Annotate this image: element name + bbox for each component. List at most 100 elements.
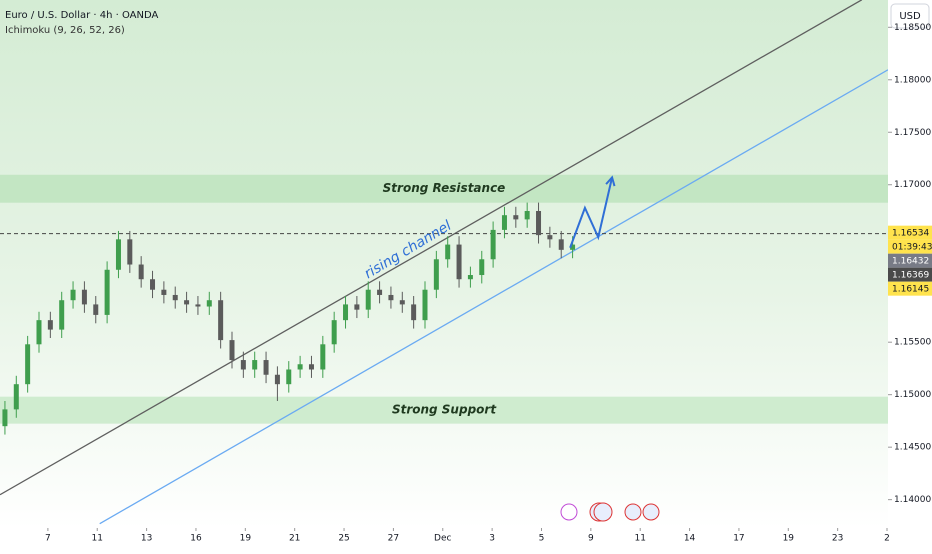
zone (0, 174, 888, 203)
candle-body (536, 210, 542, 236)
icon[interactable] (560, 503, 578, 521)
price-tag-label: 1.16145 (892, 285, 929, 295)
x-tick-label: 2 (884, 534, 890, 544)
price-tag-label: 1.16369 (892, 271, 929, 281)
price-tag (888, 225, 932, 240)
y-tick-label: 1.18000 (894, 75, 931, 85)
x-tick-label: 9 (588, 534, 594, 544)
candle-body (70, 289, 76, 301)
y-tick-label: 1.15500 (894, 338, 931, 348)
projection-path (569, 177, 614, 249)
x-tick-label: Dec (434, 534, 451, 544)
candle-body (274, 374, 280, 385)
candle-body (411, 304, 417, 321)
price-tag-label: 1.16534 (892, 229, 929, 239)
candle-body (513, 215, 519, 220)
candle-body (490, 229, 496, 260)
candle-body (354, 304, 360, 310)
x-tick-label: 25 (338, 534, 349, 544)
x-tick-label: 19 (240, 534, 252, 544)
icon[interactable] (593, 502, 613, 522)
currency-button[interactable] (890, 3, 930, 29)
candle-body (47, 320, 53, 330)
x-tick-label: 13 (141, 534, 152, 544)
candle-body (172, 294, 178, 301)
candle-body (252, 360, 258, 370)
candle-body (524, 210, 530, 220)
candle-body (13, 384, 19, 410)
candle-body (297, 364, 303, 370)
candle-body (138, 264, 144, 280)
candle-body (377, 289, 383, 295)
candle-body (479, 259, 485, 276)
candle-body (115, 239, 121, 270)
candle-body (388, 294, 394, 301)
y-tick-label: 1.17500 (894, 128, 931, 138)
x-tick-label: 5 (539, 534, 545, 544)
candle-body (286, 369, 292, 385)
icon[interactable] (624, 503, 642, 521)
candle-body (2, 409, 8, 427)
price-tag (888, 239, 932, 254)
price-tag (888, 253, 932, 268)
candle-body (547, 235, 553, 240)
price-tag-label: 1.16432 (892, 257, 929, 267)
candle-body (25, 344, 31, 385)
price-tag-label: 01:39:43 (892, 243, 932, 253)
plot: Strong Resistance Strong Support (0, 0, 888, 525)
candle-body (433, 259, 439, 290)
plot-background (0, 0, 888, 528)
candle-body (263, 360, 269, 375)
trend-line (0, 0, 863, 496)
candle-body (467, 275, 473, 280)
candle-body (456, 244, 462, 280)
y-tick-label: 1.14000 (894, 495, 931, 505)
candle-body (308, 364, 314, 370)
x-axis-panel (0, 528, 888, 550)
x-tick-label: 7 (45, 534, 51, 544)
indicator-label: Ichimoku (9, 26, 52, 26) (5, 25, 125, 36)
candle-body (195, 304, 201, 307)
candle-body (331, 320, 337, 345)
icon[interactable] (642, 503, 660, 521)
chart-title: Euro / U.S. Dollar · 4h · OANDA (5, 10, 159, 21)
candle-body (445, 244, 451, 260)
candle-body (161, 289, 167, 295)
event-icons (560, 502, 660, 522)
candle-body (240, 360, 246, 370)
candle-body (570, 244, 576, 250)
x-tick-label: 23 (832, 534, 843, 544)
x-tick-label: 16 (190, 534, 202, 544)
x-tick-label: 11 (634, 534, 645, 544)
x-tick-label: 17 (733, 534, 744, 544)
x-tick-label: 19 (783, 534, 795, 544)
candle-body (229, 340, 235, 361)
price-tag (888, 281, 932, 296)
candle-body (399, 300, 405, 305)
x-tick-label: 27 (388, 534, 399, 544)
projection-arrowhead (605, 175, 616, 187)
y-tick-label: 1.18500 (894, 23, 931, 33)
y-tick-label: 1.15000 (894, 390, 931, 400)
x-tick-label: 3 (489, 534, 495, 544)
x-tick-label: 11 (92, 534, 103, 544)
candle-body (206, 300, 212, 307)
price-tag (888, 267, 932, 282)
zone-label: Strong Resistance (383, 181, 506, 195)
candle-body (81, 289, 87, 305)
candle-body (36, 320, 42, 345)
y-tick-label: 1.17000 (894, 180, 931, 190)
x-tick-label: 21 (289, 534, 300, 544)
candle-body (150, 279, 156, 290)
trend-line (99, 69, 888, 525)
candle-body (365, 289, 371, 310)
candle-body (558, 239, 564, 250)
candle-body (59, 300, 65, 330)
candle-body (127, 239, 133, 265)
candle-body (422, 289, 428, 321)
candle-body (501, 215, 507, 230)
y-tick-label: 1.14500 (894, 443, 931, 453)
candle-body (104, 269, 110, 315)
currency-label: USD (899, 11, 921, 22)
candle-body (320, 344, 326, 370)
